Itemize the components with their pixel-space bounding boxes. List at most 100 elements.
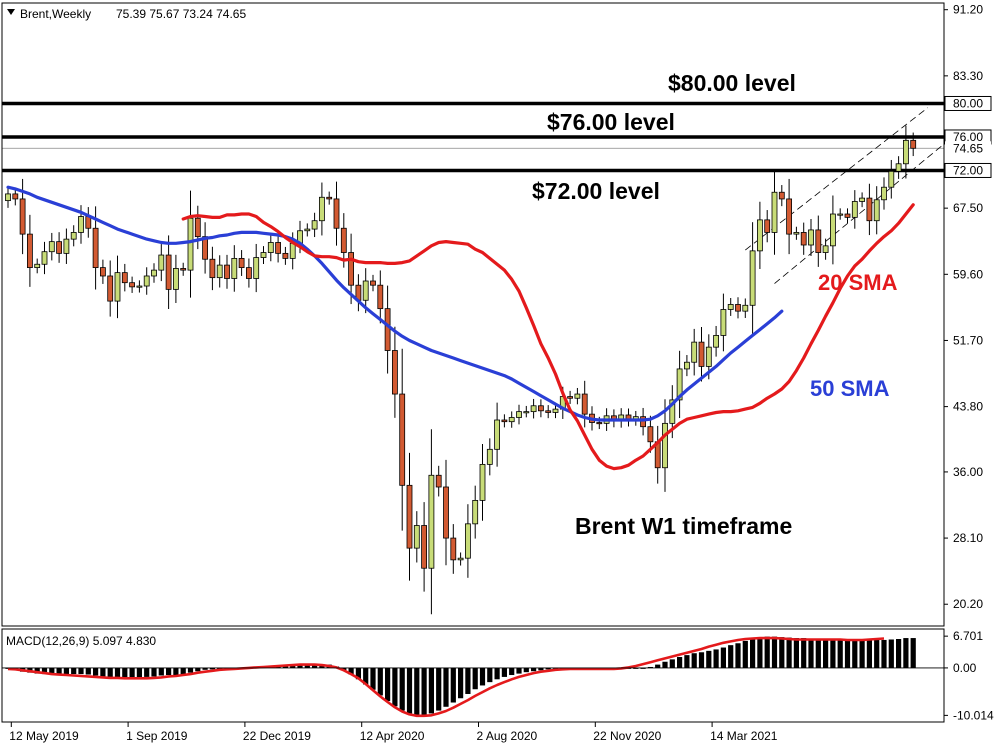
candle-body-119 <box>873 199 880 222</box>
macd-bar-8 <box>63 667 69 675</box>
candle-body-124 <box>910 139 917 149</box>
macd-bar-63 <box>465 667 471 694</box>
macd-bar-19 <box>144 667 150 677</box>
macd-bar-49 <box>363 667 369 685</box>
candle-body-112 <box>822 245 829 253</box>
candle-body-37 <box>275 242 282 254</box>
candle-body-99 <box>727 304 734 310</box>
macd-bar-41 <box>304 664 310 668</box>
macd-bar-27 <box>202 667 208 670</box>
candle-body-0 <box>5 193 11 202</box>
macd-bar-111 <box>815 638 821 668</box>
macd-bar-71 <box>523 667 529 673</box>
macd-bar-118 <box>866 639 872 668</box>
macd-bar-109 <box>801 638 807 668</box>
chart-frame <box>1 2 945 723</box>
macd-bar-6 <box>49 667 55 675</box>
candle-body-8 <box>63 238 70 254</box>
macd-bar-101 <box>742 640 748 668</box>
macd-bar-25 <box>187 667 194 673</box>
candle-body-62 <box>457 557 464 561</box>
candle-body-56 <box>413 525 420 549</box>
x-tick-label-4: 2 Aug 2020 <box>477 729 538 743</box>
y-tick-label-8: 28.10 <box>953 531 983 545</box>
candle-body-79 <box>581 393 588 415</box>
candle-body-28 <box>209 258 216 279</box>
candle-body-92 <box>676 368 683 401</box>
channel-lower <box>774 145 943 284</box>
candle-body-111 <box>815 229 822 253</box>
macd-bar-108 <box>793 638 799 668</box>
candle-body-41 <box>304 228 311 232</box>
macd-bar-74 <box>545 667 551 670</box>
candle-body-34 <box>253 257 260 279</box>
candle-body-71 <box>523 411 530 414</box>
x-tick-label-1: 1 Sep 2019 <box>126 729 188 743</box>
macd-label: MACD(12,26,9) 5.097 4.830 <box>6 634 156 648</box>
macd-bar-51 <box>377 667 383 696</box>
candle-body-116 <box>851 201 858 218</box>
candle-body-90 <box>662 422 668 469</box>
candle-body-26 <box>194 217 201 238</box>
macd-bar-69 <box>509 667 515 676</box>
macd-bar-91 <box>669 659 675 668</box>
x-tick-label-6: 14 Mar 2021 <box>710 729 778 743</box>
candle-body-69 <box>508 417 515 423</box>
candle-body-98 <box>720 309 727 336</box>
price-tag-label-3: 72.00 <box>953 163 983 177</box>
macd-bar-106 <box>779 637 785 668</box>
macd-panel: 6.701 0.00 -10.014 <box>2 629 994 722</box>
macd-bar-89 <box>655 664 661 668</box>
candle-body-30 <box>224 264 230 279</box>
candle-body-110 <box>808 229 814 246</box>
candle-body-78 <box>574 393 581 399</box>
candle-body-13 <box>100 267 106 277</box>
candle-body-95 <box>698 341 705 367</box>
candle-body-107 <box>786 198 792 235</box>
macd-bar-114 <box>837 639 843 668</box>
macd-bar-59 <box>436 667 442 711</box>
macd-signal-line <box>7 636 885 718</box>
macd-bar-5 <box>41 667 48 675</box>
candle-body-22 <box>165 254 172 290</box>
x-tick-label-2: 22 Dec 2019 <box>243 729 311 743</box>
candle-body-75 <box>552 408 559 413</box>
macd-bar-10 <box>78 667 84 675</box>
macd-bar-14 <box>107 667 113 678</box>
macd-bar-62 <box>458 667 464 699</box>
candle-body-1 <box>12 193 19 200</box>
candle-body-29 <box>216 264 223 279</box>
macd-bar-24 <box>180 667 186 675</box>
candle-body-123 <box>903 139 909 165</box>
macd-bar-122 <box>896 639 902 668</box>
candle-body-93 <box>684 361 690 370</box>
macd-bar-120 <box>881 639 887 668</box>
macd-bar-124 <box>910 638 916 668</box>
y-tick-label-7: 36.00 <box>953 465 983 479</box>
level-80-label: $80.00 level <box>668 70 796 96</box>
macd-bar-72 <box>531 667 537 672</box>
candle-body-103 <box>757 219 763 252</box>
macd-bar-4 <box>34 667 40 674</box>
candle-body-96 <box>705 346 712 367</box>
macd-bar-56 <box>414 667 420 716</box>
symbol-dropdown-icon[interactable] <box>7 9 15 15</box>
candle-body-7 <box>56 241 62 254</box>
x-tick-label-0: 12 May 2019 <box>9 729 79 743</box>
macd-bar-11 <box>85 667 91 675</box>
candle-body-27 <box>202 236 209 260</box>
y-tick-label-3: 67.50 <box>953 201 983 215</box>
candle-body-105 <box>771 191 778 233</box>
macd-bar-47 <box>348 667 354 675</box>
macd-bar-73 <box>538 667 544 671</box>
candles <box>5 125 917 615</box>
macd-bar-57 <box>421 667 427 716</box>
macd-bar-23 <box>173 667 179 676</box>
candle-body-81 <box>596 422 603 425</box>
macd-bar-64 <box>472 667 478 690</box>
macd-bar-93 <box>684 655 690 668</box>
macd-bar-88 <box>647 666 653 668</box>
macd-y-tick-label-0: 6.701 <box>953 629 983 643</box>
candle-body-33 <box>245 267 252 279</box>
macd-bar-20 <box>151 667 157 677</box>
